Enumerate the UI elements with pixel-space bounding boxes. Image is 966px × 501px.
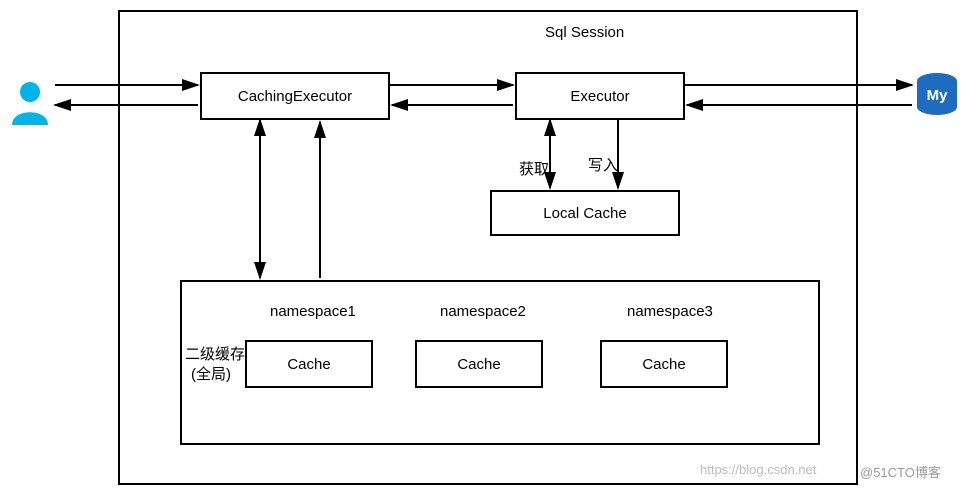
namespace2-label: namespace2 bbox=[440, 303, 526, 320]
caching-executor-label: CachingExecutor bbox=[238, 88, 352, 105]
cache3-box: Cache bbox=[600, 340, 728, 388]
cache2-label: Cache bbox=[457, 356, 500, 373]
namespace3-label: namespace3 bbox=[627, 303, 713, 320]
local-cache-box: Local Cache bbox=[490, 190, 680, 236]
watermark-text-1: https://blog.csdn.net bbox=[700, 462, 816, 477]
namespace1-label: namespace1 bbox=[270, 303, 356, 320]
user-icon bbox=[10, 80, 50, 125]
database-icon: My bbox=[915, 72, 959, 116]
local-cache-label: Local Cache bbox=[543, 205, 626, 222]
write-label: 写入 bbox=[588, 154, 618, 175]
cache1-label: Cache bbox=[287, 356, 330, 373]
executor-box: Executor bbox=[515, 72, 685, 120]
caching-executor-box: CachingExecutor bbox=[200, 72, 390, 120]
sql-session-title: Sql Session bbox=[545, 24, 624, 41]
l2-cache-label-line2: (全局) bbox=[191, 366, 231, 383]
watermark-text-2: @51CTO博客 bbox=[860, 462, 941, 481]
cache2-box: Cache bbox=[415, 340, 543, 388]
db-icon-text: My bbox=[927, 87, 948, 104]
l2-cache-label-line1: 二级缓存 bbox=[185, 346, 245, 363]
fetch-label: 获取 bbox=[519, 158, 549, 179]
l2-cache-label: 二级缓存 (全局) bbox=[185, 345, 245, 384]
cache3-label: Cache bbox=[642, 356, 685, 373]
cache1-box: Cache bbox=[245, 340, 373, 388]
executor-label: Executor bbox=[570, 88, 629, 105]
